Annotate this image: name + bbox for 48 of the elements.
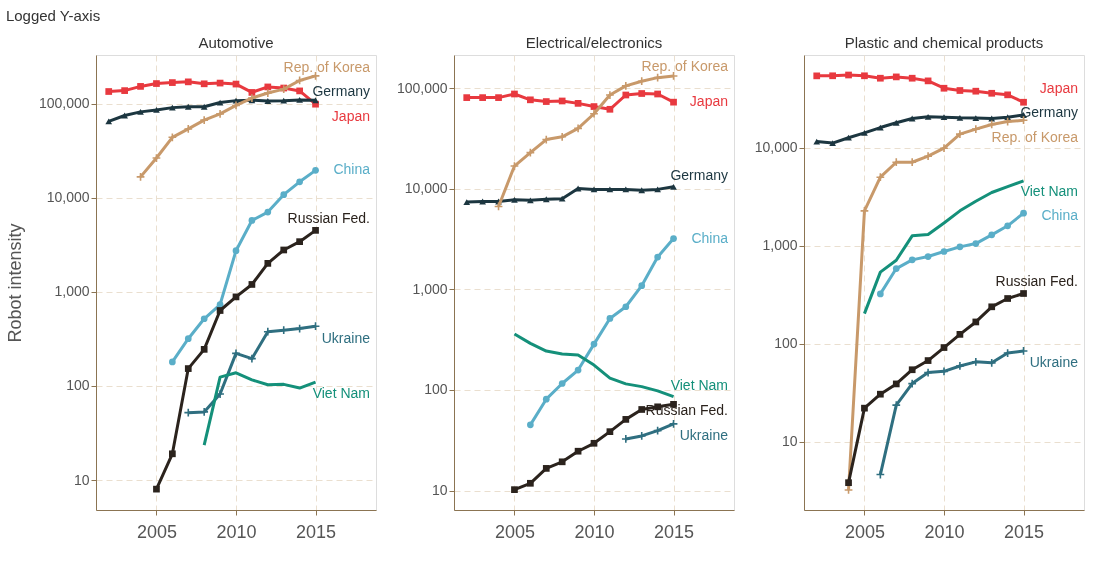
series-label: China	[1041, 207, 1079, 224]
series-label: Rep. of Korea	[283, 58, 371, 75]
series-label: Germany	[670, 166, 728, 183]
x-tick-label: 2005	[844, 521, 885, 542]
y-tick-label: 1,000	[54, 283, 90, 300]
y-tick-label: 10	[73, 471, 90, 488]
series-label: Russian Fed.	[995, 273, 1078, 290]
x-tick-label: 2010	[574, 521, 615, 542]
y-tick-label: 100	[424, 381, 448, 398]
series-label: Japan	[1039, 80, 1078, 97]
x-tick-label: 2005	[494, 521, 535, 542]
y-tick-label: 10,000	[754, 139, 798, 156]
series-label: Viet Nam	[312, 385, 370, 402]
series-label: Rep. of Korea	[991, 129, 1079, 146]
series-label: Viet Nam	[1020, 182, 1078, 199]
series-label: Japan	[331, 108, 370, 125]
y-tick-label: 10,000	[404, 180, 448, 197]
y-tick-label: 1,000	[412, 280, 448, 297]
chart-title: Electrical/electronics	[525, 34, 663, 51]
y-tick-label: 100,000	[396, 79, 448, 96]
chart-subtitle: Logged Y-axis	[5, 6, 101, 24]
y-tick-label: 10	[431, 482, 448, 499]
series-label: Ukraine	[321, 330, 371, 347]
chart-title: Automotive	[198, 34, 274, 51]
series-label: Russian Fed.	[287, 210, 370, 227]
series-label: Ukraine	[1029, 353, 1079, 370]
series-label: Viet Nam	[670, 376, 728, 393]
x-tick-label: 2005	[136, 521, 177, 542]
y-tick-label: 100,000	[38, 95, 90, 112]
y-tick-label: 100	[774, 335, 798, 352]
series-label: Germany	[312, 83, 370, 100]
series-label: Rep. of Korea	[641, 57, 729, 74]
y-tick-label: 10	[781, 433, 798, 450]
series-label: Japan	[689, 93, 728, 110]
x-tick-label: 2010	[924, 521, 965, 542]
series-label: China	[333, 161, 371, 178]
y-tick-label: 100	[66, 377, 90, 394]
series-label: China	[691, 229, 729, 246]
x-tick-label: 2015	[296, 521, 337, 542]
series-label: Ukraine	[679, 426, 729, 443]
series-label: Germany	[1020, 103, 1078, 120]
y-tick-label: 10,000	[46, 189, 90, 206]
y-tick-label: 1,000	[762, 237, 798, 254]
y-axis-title: Robot intensity	[4, 223, 25, 343]
x-tick-label: 2015	[654, 521, 695, 542]
x-tick-label: 2015	[1004, 521, 1045, 542]
chart-title: Plastic and chemical products	[844, 34, 1044, 51]
x-tick-label: 2010	[216, 521, 257, 542]
